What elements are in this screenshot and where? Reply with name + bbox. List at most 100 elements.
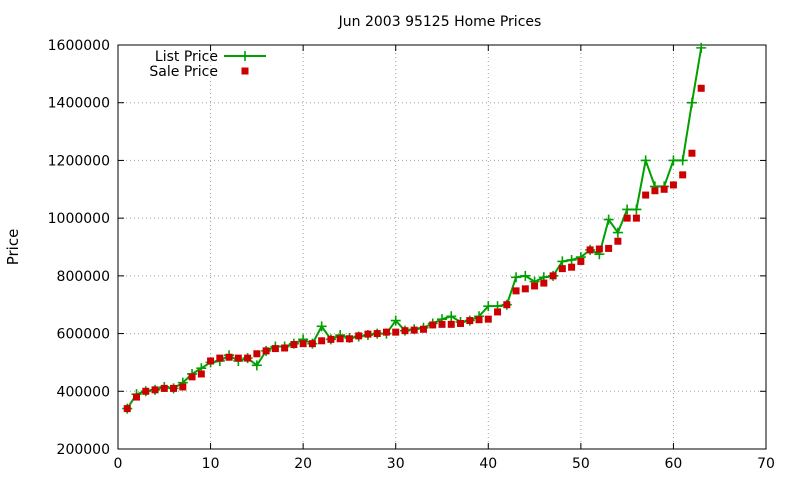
sale-price-point — [355, 332, 363, 340]
sale-price-point — [457, 319, 465, 327]
x-tick-label: 50 — [572, 456, 590, 472]
sale-price-point — [688, 149, 696, 157]
sale-price-point — [540, 279, 548, 287]
sale-price-point — [429, 321, 437, 329]
x-tick-label: 30 — [387, 456, 405, 472]
sale-price-point — [262, 347, 270, 355]
sale-price-point — [586, 246, 594, 254]
list-price-point — [668, 155, 679, 166]
legend-label-sale-price: Sale Price — [149, 64, 218, 80]
x-tick-label: 40 — [479, 456, 497, 472]
sale-price-point — [290, 341, 298, 349]
sale-price-point — [614, 237, 622, 245]
list-price-point — [612, 227, 623, 238]
list-price-point — [631, 204, 642, 215]
sale-price-point — [225, 353, 233, 361]
list-price-point — [511, 272, 522, 283]
x-tick-label: 0 — [114, 456, 123, 472]
sale-price-point — [327, 335, 335, 343]
legend-label-list-price: List Price — [155, 49, 218, 65]
list-price-point — [622, 204, 633, 215]
sale-price-series — [123, 84, 705, 413]
list-price-point — [390, 315, 401, 326]
sale-price-point — [484, 315, 492, 323]
y-tick-label: 400000 — [57, 384, 110, 400]
sale-price-point — [216, 354, 224, 362]
axis-ticks — [117, 44, 767, 450]
list-price-point — [566, 254, 577, 265]
list-price-point — [483, 301, 494, 312]
sale-price-point — [660, 185, 668, 193]
sale-price-point — [419, 325, 427, 333]
sale-price-point — [669, 181, 677, 189]
y-tick-labels: 200000 400000 600000 800000 1000000 1200000 14… — [48, 38, 110, 458]
sale-price-point — [160, 384, 168, 392]
y-axis-label: Price — [4, 229, 22, 266]
sale-price-point — [142, 387, 150, 395]
legend-marker-list-price — [240, 51, 250, 61]
sale-price-point — [438, 320, 446, 328]
sale-price-point — [558, 265, 566, 273]
sale-price-point — [642, 191, 650, 199]
sale-price-point — [364, 330, 372, 338]
sale-price-point — [123, 405, 131, 413]
list-price-point — [251, 360, 262, 371]
sale-price-point — [244, 354, 252, 362]
sale-price-point — [623, 214, 631, 222]
sale-price-point — [466, 317, 474, 325]
series — [122, 42, 707, 414]
y-tick-label: 200000 — [57, 442, 110, 458]
y-tick-label: 600000 — [57, 327, 110, 343]
sale-price-point — [151, 386, 159, 394]
y-tick-label: 800000 — [57, 269, 110, 285]
sale-price-point — [345, 335, 353, 343]
sale-price-point — [401, 327, 409, 335]
sale-price-point — [382, 328, 390, 336]
sale-price-point — [512, 287, 520, 295]
list-price-point — [696, 42, 707, 53]
sale-price-point — [308, 340, 316, 348]
sale-price-point — [373, 330, 381, 338]
y-tick-label: 1200000 — [48, 153, 110, 169]
list-price-line — [126, 47, 703, 410]
list-price-point — [557, 256, 568, 267]
sale-price-point — [549, 272, 557, 280]
sale-price-point — [679, 171, 687, 179]
list-price-point — [640, 155, 651, 166]
x-tick-labels: 0 10 20 30 40 50 60 70 — [114, 456, 775, 472]
x-tick-label: 20 — [294, 456, 312, 472]
sale-price-point — [179, 383, 187, 391]
sale-price-point — [318, 337, 326, 345]
list-price-point — [316, 321, 327, 332]
sale-price-point — [253, 350, 261, 358]
sale-price-point — [632, 214, 640, 222]
x-tick-label: 60 — [665, 456, 683, 472]
list-price-point — [603, 214, 614, 225]
sale-price-point — [392, 328, 400, 336]
sale-price-point — [447, 320, 455, 328]
legend: List Price Sale Price — [149, 49, 266, 80]
sale-price-point — [568, 263, 576, 271]
list-price-point — [520, 270, 531, 281]
sale-price-point — [651, 187, 659, 195]
list-price-point — [677, 155, 688, 166]
plot-frame — [117, 44, 767, 450]
chart-title: Jun 2003 95125 Home Prices — [338, 14, 542, 30]
sale-price-point — [170, 384, 178, 392]
x-tick-label: 70 — [757, 456, 775, 472]
sale-price-point — [271, 345, 279, 353]
list-price-point — [686, 97, 697, 108]
sale-price-point — [595, 245, 603, 253]
sale-price-point — [197, 370, 205, 378]
y-tick-label: 1000000 — [48, 211, 110, 227]
sale-price-point — [234, 354, 242, 362]
sale-price-point — [605, 244, 613, 252]
sale-price-point — [577, 257, 585, 265]
x-tick-label: 10 — [202, 456, 220, 472]
sale-price-point — [336, 335, 344, 343]
sale-price-point — [475, 316, 483, 324]
sale-price-point — [503, 301, 511, 309]
sale-price-point — [494, 308, 502, 316]
